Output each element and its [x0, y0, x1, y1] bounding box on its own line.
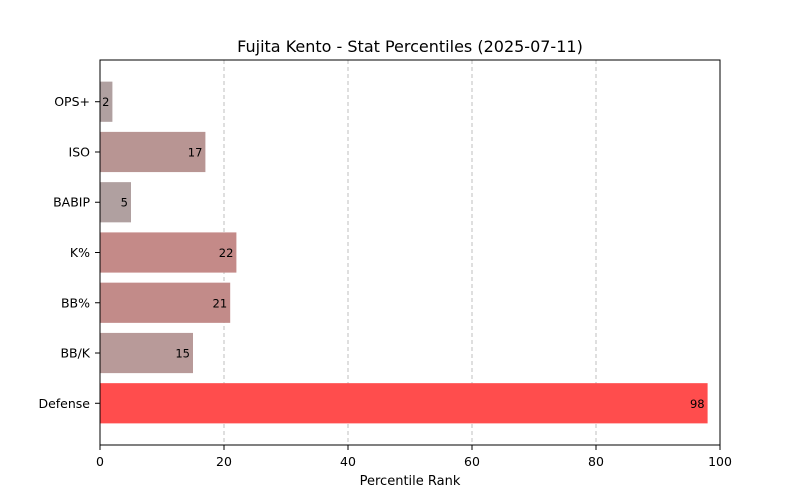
bar-value-label: 22: [219, 246, 234, 260]
chart-title: Fujita Kento - Stat Percentiles (2025-07…: [237, 37, 583, 56]
bar: [100, 182, 131, 223]
x-tick-label: 80: [588, 454, 604, 469]
x-axis-ticks: 0 20 40 60 80 100: [96, 445, 732, 469]
x-tick-label: 20: [216, 454, 232, 469]
x-axis-label: Percentile Rank: [360, 474, 461, 489]
x-tick-label: 100: [708, 454, 732, 469]
bar: [100, 332, 193, 374]
bars: [100, 81, 708, 424]
x-tick-label: 60: [464, 454, 480, 469]
y-tick-label: K%: [70, 245, 90, 260]
bar: [100, 383, 708, 424]
y-tick-label: ISO: [69, 144, 91, 159]
bar-value-label: 2: [102, 95, 109, 109]
y-tick-label: OPS+: [54, 94, 90, 109]
y-tick-label: Defense: [38, 396, 90, 411]
x-tick-label: 0: [96, 454, 104, 469]
bar: [100, 232, 237, 273]
y-tick-label: BABIP: [53, 195, 90, 210]
bar: [100, 282, 231, 323]
y-tick-label: BB%: [61, 295, 90, 310]
bar-value-label: 5: [121, 196, 128, 210]
y-axis-ticks: OPS+ ISO BABIP K% BB% BB/K Defense: [38, 94, 100, 411]
bar-value-label: 15: [175, 347, 190, 361]
bar-value-label: 98: [690, 397, 705, 411]
x-tick-label: 40: [340, 454, 356, 469]
bar-value-label: 21: [213, 296, 228, 310]
bar-value-label: 17: [188, 145, 203, 159]
bar: [100, 131, 206, 173]
data-labels: 2 17 5 22 21 15 98: [102, 95, 705, 411]
y-tick-label: BB/K: [60, 346, 90, 361]
bar: [100, 81, 113, 122]
